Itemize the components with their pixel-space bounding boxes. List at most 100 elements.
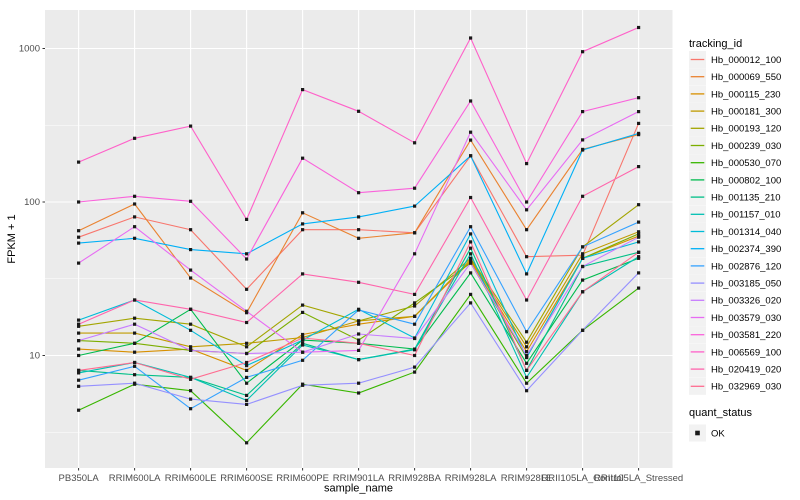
legend-label: Hb_002876_120 bbox=[711, 261, 781, 272]
data-point bbox=[637, 286, 641, 290]
legend-label: Hb_003326_020 bbox=[711, 296, 781, 307]
data-point bbox=[301, 358, 305, 362]
legend-title-quant-status: quant_status bbox=[689, 407, 752, 419]
data-point bbox=[77, 384, 81, 388]
legend-entry: Hb_001135_210 bbox=[689, 188, 781, 206]
data-point bbox=[525, 355, 529, 360]
data-point bbox=[525, 368, 529, 372]
data-point bbox=[77, 371, 81, 375]
data-point bbox=[413, 186, 417, 190]
legend-entry: Hb_003185_050 bbox=[689, 274, 781, 292]
data-point bbox=[189, 124, 193, 128]
data-point bbox=[413, 365, 417, 369]
data-point bbox=[637, 203, 641, 207]
data-point bbox=[357, 348, 361, 352]
data-point bbox=[301, 332, 305, 337]
data-point bbox=[245, 341, 249, 345]
data-point bbox=[77, 200, 81, 204]
data-point bbox=[133, 373, 137, 377]
data-point bbox=[525, 345, 529, 349]
data-point bbox=[581, 328, 585, 332]
data-point bbox=[413, 141, 417, 145]
data-point bbox=[581, 290, 585, 294]
legend-entry: Hb_006569_100 bbox=[689, 343, 781, 361]
data-point bbox=[245, 375, 249, 379]
x-tick-label: RRIM600LE bbox=[165, 473, 217, 484]
legend-label: Hb_000239_030 bbox=[711, 141, 781, 152]
legend-label: OK bbox=[711, 428, 725, 439]
data-point bbox=[525, 228, 529, 232]
legend-label: Hb_001314_040 bbox=[711, 227, 781, 238]
data-point bbox=[357, 341, 361, 345]
legend-label: Hb_003581_220 bbox=[711, 330, 781, 341]
data-point bbox=[189, 268, 193, 272]
y-tick-label: 10 bbox=[29, 351, 40, 362]
data-point bbox=[525, 375, 529, 379]
data-point bbox=[357, 322, 361, 326]
data-point bbox=[637, 232, 641, 236]
data-point bbox=[581, 245, 585, 249]
data-point bbox=[133, 194, 137, 198]
data-point bbox=[301, 338, 305, 342]
legend-entry: Hb_000012_100 bbox=[689, 51, 781, 68]
data-point bbox=[189, 377, 193, 381]
data-point bbox=[77, 318, 81, 322]
legend-entry: Hb_000239_030 bbox=[689, 137, 781, 154]
legend-label: Hb_003579_030 bbox=[711, 313, 781, 324]
data-point bbox=[77, 160, 81, 164]
legend-entry: Hb_003579_030 bbox=[689, 309, 781, 326]
data-point bbox=[413, 336, 417, 341]
data-point bbox=[469, 225, 473, 229]
data-point bbox=[357, 332, 361, 336]
data-point bbox=[189, 397, 193, 401]
data-point bbox=[637, 96, 641, 100]
legend-title-tracking-id: tracking_id bbox=[689, 38, 742, 50]
data-point bbox=[581, 148, 585, 152]
y-axis-title: FPKM + 1 bbox=[6, 214, 18, 263]
data-point bbox=[77, 261, 81, 265]
data-point bbox=[189, 228, 193, 232]
data-point bbox=[133, 316, 137, 320]
data-point bbox=[357, 236, 361, 240]
data-point bbox=[525, 330, 529, 334]
data-point bbox=[525, 361, 529, 365]
data-point bbox=[525, 272, 529, 276]
data-point bbox=[469, 138, 473, 142]
data-point bbox=[357, 338, 361, 342]
data-point bbox=[637, 240, 641, 244]
data-point bbox=[525, 162, 529, 166]
legend-entry: Hb_003326_020 bbox=[689, 291, 781, 309]
data-point bbox=[245, 402, 249, 406]
data-point bbox=[525, 298, 529, 302]
data-point bbox=[357, 308, 361, 312]
data-point bbox=[469, 246, 473, 250]
data-point bbox=[245, 217, 249, 221]
data-point bbox=[301, 272, 305, 276]
data-point bbox=[357, 191, 361, 195]
data-point bbox=[581, 50, 585, 54]
data-point bbox=[133, 225, 137, 229]
x-tick-label: RRII105LA_Control bbox=[541, 473, 623, 484]
data-point bbox=[133, 360, 137, 365]
data-point bbox=[301, 343, 305, 347]
data-point bbox=[469, 36, 473, 40]
data-point bbox=[245, 320, 249, 325]
data-point bbox=[301, 156, 305, 160]
legend-entry: Hb_003581_220 bbox=[689, 326, 781, 344]
data-point bbox=[189, 322, 193, 326]
legend-label: Hb_032969_030 bbox=[711, 382, 781, 393]
data-point bbox=[133, 136, 137, 140]
data-point bbox=[189, 389, 193, 393]
data-point bbox=[525, 350, 529, 354]
data-point bbox=[245, 252, 249, 256]
data-point bbox=[525, 255, 529, 259]
data-point bbox=[189, 248, 193, 252]
data-point bbox=[77, 322, 81, 326]
data-point bbox=[469, 154, 473, 158]
data-point bbox=[77, 408, 81, 412]
data-point bbox=[77, 324, 81, 328]
data-point bbox=[525, 353, 529, 358]
data-point bbox=[189, 345, 193, 349]
